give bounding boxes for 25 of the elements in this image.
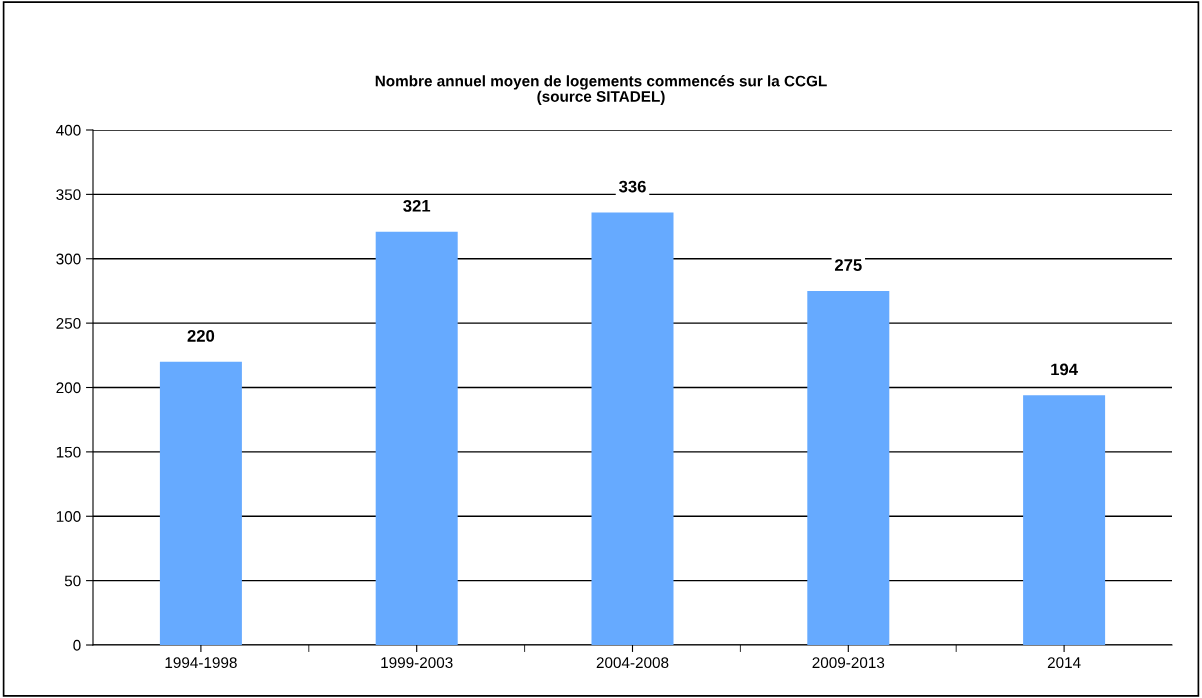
bar: [807, 290, 890, 645]
bar: [375, 231, 458, 645]
x-tick-label: 1999-2003: [381, 657, 453, 669]
y-tick-label: 150: [56, 446, 81, 458]
y-tick-label: 350: [56, 189, 81, 201]
bar: [1023, 395, 1106, 645]
y-tick-label: 50: [64, 575, 81, 587]
y-tick-label: 250: [56, 317, 81, 329]
bar: [159, 361, 242, 645]
x-tick-label: 1994-1998: [165, 657, 237, 669]
data-label: 194: [1051, 363, 1078, 376]
x-tick-label: 2014: [1047, 657, 1081, 669]
data-label: 336: [618, 180, 646, 193]
data-label: 220: [187, 329, 215, 342]
data-label: 321: [403, 199, 431, 212]
data-label: 275: [834, 259, 862, 271]
y-tick-label: 100: [56, 511, 81, 522]
y-tick-label: 0: [73, 639, 81, 651]
y-tick-label: 400: [56, 124, 81, 136]
y-tick-label: 200: [56, 382, 81, 394]
x-tick-label: 2004-2008: [596, 657, 669, 669]
chart-title: Nombre annuel moyen de logements commencés sur la CCGL (source SITADEL): [375, 75, 827, 105]
y-tick-label: 300: [56, 253, 81, 265]
x-tick-label: 2009-2013: [812, 657, 885, 669]
bar: [591, 212, 674, 645]
